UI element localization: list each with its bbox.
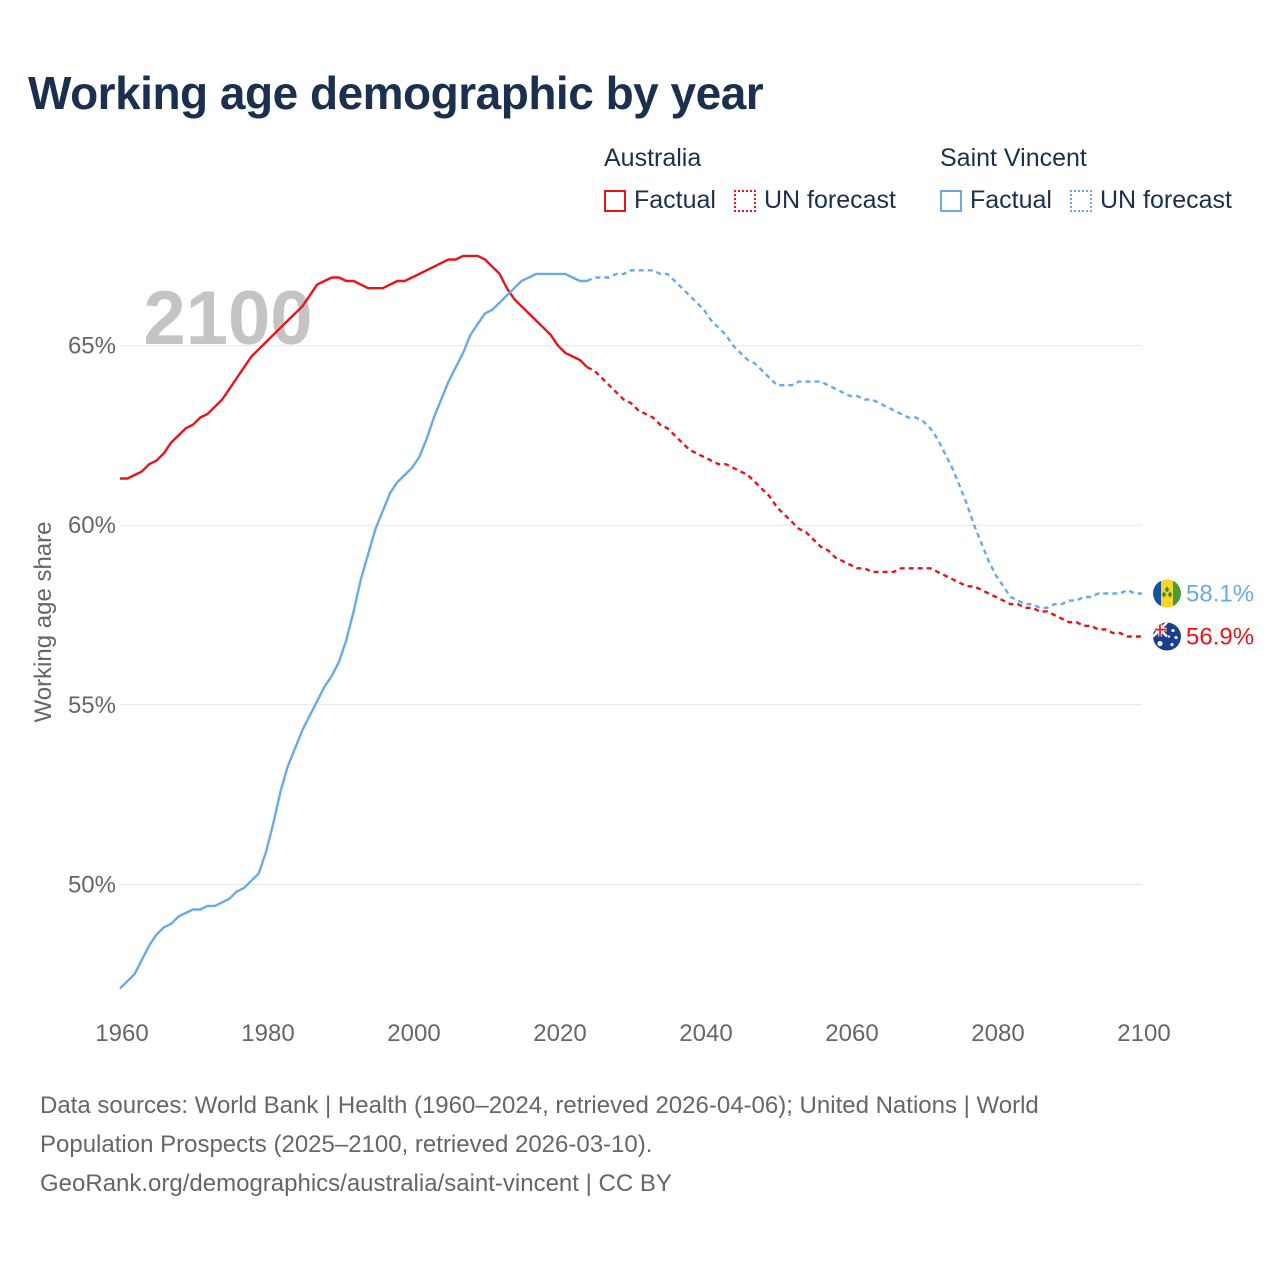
line-chart: 2100 50% 55% 60% 65% 1960 1980 2000 2020 2040 20… bbox=[30, 254, 1254, 1047]
footer: Data sources: World Bank | Health (1960–… bbox=[40, 1086, 1240, 1203]
swatch-saint-vincent-forecast bbox=[1069, 189, 1092, 212]
y-tick-label: 65% bbox=[68, 333, 116, 360]
series-line-saint-vincent-forecast bbox=[586, 269, 1142, 609]
legend-label: Factual bbox=[634, 186, 716, 214]
year-watermark: 2100 bbox=[143, 276, 312, 361]
chart-title: Working age demographic by year bbox=[28, 67, 764, 119]
legend-label: Factual bbox=[970, 186, 1052, 214]
legend-item-saint-vincent-forecast[interactable]: UN forecast bbox=[1069, 186, 1232, 215]
legend-group-name: Australia bbox=[604, 144, 702, 172]
legend-item-australia-forecast[interactable]: UN forecast bbox=[733, 186, 896, 215]
y-tick-label: 50% bbox=[68, 871, 116, 898]
x-tick-label: 2020 bbox=[533, 1020, 586, 1047]
x-tick-label: 1960 bbox=[95, 1020, 148, 1047]
legend-label: UN forecast bbox=[1099, 186, 1232, 214]
flag-saint-vincent-icon bbox=[1153, 579, 1181, 608]
x-axis-ticks: 1960 1980 2000 2020 2040 2060 2080 2100 bbox=[95, 1020, 1170, 1047]
end-value-label-saint-vincent: 58.1% bbox=[1186, 580, 1254, 607]
gridlines bbox=[120, 345, 1142, 885]
footer-sources-line2: Population Prospects (2025–2100, retriev… bbox=[40, 1131, 653, 1158]
legend-group-saint-vincent: Saint Vincent Factual UN forecast bbox=[940, 144, 1250, 215]
y-tick-label: 60% bbox=[68, 512, 116, 539]
x-tick-label: 2060 bbox=[825, 1020, 878, 1047]
y-tick-label: 55% bbox=[68, 692, 116, 719]
y-axis-ticks: 50% 55% 60% 65% bbox=[68, 333, 116, 899]
legend-group-australia: Australia Factual UN forecast bbox=[604, 144, 914, 215]
footer-sources-line1: Data sources: World Bank | Health (1960–… bbox=[40, 1092, 1039, 1119]
swatch-australia-factual bbox=[604, 189, 626, 212]
legend-item-saint-vincent-factual[interactable]: Factual bbox=[940, 186, 1052, 215]
series-lines bbox=[119, 254, 1142, 990]
y-axis-label: Working age share bbox=[30, 522, 57, 723]
x-tick-label: 2040 bbox=[679, 1020, 732, 1047]
end-markers: 56.9% 58.1% bbox=[1153, 579, 1254, 651]
x-tick-label: 1980 bbox=[241, 1020, 294, 1047]
x-tick-label: 2080 bbox=[971, 1020, 1024, 1047]
flag-australia-icon bbox=[1153, 622, 1181, 651]
series-line-australia-forecast bbox=[586, 366, 1142, 638]
end-value-label-australia: 56.9% bbox=[1186, 624, 1254, 651]
legend-label: UN forecast bbox=[763, 186, 896, 214]
x-tick-label: 2000 bbox=[387, 1020, 440, 1047]
swatch-saint-vincent-factual bbox=[940, 189, 962, 212]
legend-item-australia-factual[interactable]: Factual bbox=[604, 186, 716, 215]
footer-attribution[interactable]: GeoRank.org/demographics/australia/saint… bbox=[40, 1170, 672, 1197]
swatch-australia-forecast bbox=[733, 189, 756, 212]
x-tick-label: 2100 bbox=[1117, 1020, 1170, 1047]
series-line-saint-vincent-factual bbox=[119, 272, 588, 990]
legend-group-name: Saint Vincent bbox=[940, 144, 1087, 172]
